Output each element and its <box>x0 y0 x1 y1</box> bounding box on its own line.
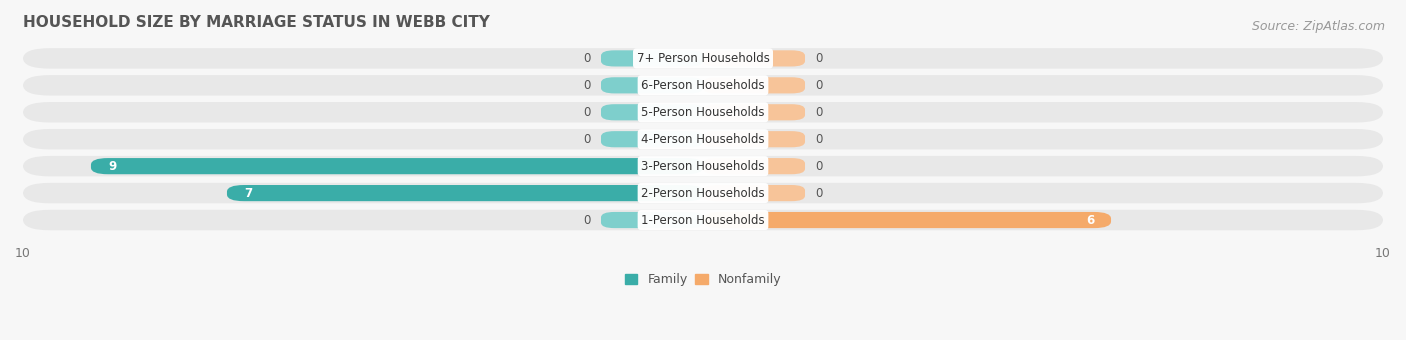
Text: 0: 0 <box>815 133 823 146</box>
Text: 0: 0 <box>815 106 823 119</box>
Text: 0: 0 <box>583 214 591 226</box>
FancyBboxPatch shape <box>600 104 703 120</box>
FancyBboxPatch shape <box>703 185 806 201</box>
Text: 0: 0 <box>815 52 823 65</box>
FancyBboxPatch shape <box>226 185 703 201</box>
Text: HOUSEHOLD SIZE BY MARRIAGE STATUS IN WEBB CITY: HOUSEHOLD SIZE BY MARRIAGE STATUS IN WEB… <box>22 15 489 30</box>
Text: 6-Person Households: 6-Person Households <box>641 79 765 92</box>
FancyBboxPatch shape <box>703 104 806 120</box>
FancyBboxPatch shape <box>600 212 703 228</box>
FancyBboxPatch shape <box>600 77 703 94</box>
Text: 5-Person Households: 5-Person Households <box>641 106 765 119</box>
Text: 0: 0 <box>583 52 591 65</box>
Text: 3-Person Households: 3-Person Households <box>641 160 765 173</box>
Text: 2-Person Households: 2-Person Households <box>641 187 765 200</box>
Text: 0: 0 <box>583 106 591 119</box>
Text: 0: 0 <box>815 160 823 173</box>
FancyBboxPatch shape <box>703 131 806 147</box>
FancyBboxPatch shape <box>703 50 806 67</box>
Text: 4-Person Households: 4-Person Households <box>641 133 765 146</box>
Text: 0: 0 <box>815 187 823 200</box>
Text: 0: 0 <box>583 133 591 146</box>
FancyBboxPatch shape <box>600 131 703 147</box>
FancyBboxPatch shape <box>22 75 1384 96</box>
Text: 0: 0 <box>583 79 591 92</box>
FancyBboxPatch shape <box>703 77 806 94</box>
Text: 0: 0 <box>815 79 823 92</box>
FancyBboxPatch shape <box>22 48 1384 69</box>
Legend: Family, Nonfamily: Family, Nonfamily <box>624 273 782 286</box>
FancyBboxPatch shape <box>703 158 806 174</box>
FancyBboxPatch shape <box>22 129 1384 150</box>
Text: 6: 6 <box>1085 214 1094 226</box>
Text: 9: 9 <box>108 160 117 173</box>
FancyBboxPatch shape <box>22 183 1384 203</box>
FancyBboxPatch shape <box>600 50 703 67</box>
Text: 1-Person Households: 1-Person Households <box>641 214 765 226</box>
FancyBboxPatch shape <box>22 210 1384 230</box>
FancyBboxPatch shape <box>703 212 1111 228</box>
Text: 7+ Person Households: 7+ Person Households <box>637 52 769 65</box>
FancyBboxPatch shape <box>91 158 703 174</box>
Text: Source: ZipAtlas.com: Source: ZipAtlas.com <box>1251 20 1385 33</box>
FancyBboxPatch shape <box>22 102 1384 122</box>
Text: 7: 7 <box>245 187 252 200</box>
FancyBboxPatch shape <box>22 156 1384 176</box>
